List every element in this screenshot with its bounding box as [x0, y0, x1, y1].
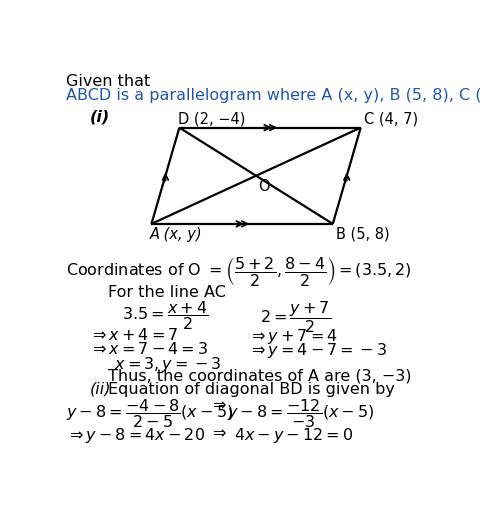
- Text: ABCD is a parallelogram where A (x, y), B (5, 8), C (4, 7) and D (2, -4): ABCD is a parallelogram where A (x, y), …: [66, 88, 480, 104]
- Text: Given that: Given that: [66, 74, 150, 90]
- Text: $4x-y-12=0$: $4x-y-12=0$: [234, 426, 353, 444]
- Text: (i): (i): [89, 110, 110, 125]
- Text: $\Rightarrow$: $\Rightarrow$: [209, 397, 227, 412]
- Text: D (2, −4): D (2, −4): [178, 111, 245, 126]
- Text: (ii): (ii): [89, 382, 111, 397]
- Text: Coordinates of O $=\left(\dfrac{5+2}{2},\dfrac{8-4}{2}\right)=(3.5, 2)$: Coordinates of O $=\left(\dfrac{5+2}{2},…: [66, 255, 412, 288]
- Text: $\Rightarrow y=4-7=-3$: $\Rightarrow y=4-7=-3$: [248, 341, 386, 360]
- Text: $x=3, y=-3$: $x=3, y=-3$: [114, 355, 222, 374]
- Text: Equation of diagonal BD is given by: Equation of diagonal BD is given by: [108, 382, 395, 397]
- Text: $2=\dfrac{y+7}{2}$: $2=\dfrac{y+7}{2}$: [260, 299, 331, 336]
- Text: $\Rightarrow$: $\Rightarrow$: [209, 426, 227, 441]
- Text: For the line AC: For the line AC: [108, 286, 226, 301]
- Text: $\Rightarrow y-8=4x-20$: $\Rightarrow y-8=4x-20$: [66, 426, 205, 444]
- Text: $\Rightarrow x=7-4=3$: $\Rightarrow x=7-4=3$: [89, 341, 209, 357]
- Text: O: O: [258, 179, 270, 194]
- Text: Thus, the coordinates of A are (3, −3): Thus, the coordinates of A are (3, −3): [108, 369, 411, 383]
- Text: A (x, y): A (x, y): [150, 227, 203, 242]
- Text: $3.5=\dfrac{x+4}{2}$: $3.5=\dfrac{x+4}{2}$: [122, 299, 208, 332]
- Text: B (5, 8): B (5, 8): [336, 227, 390, 242]
- Text: $y-8=\dfrac{-4-8}{2-5}(x-5)$: $y-8=\dfrac{-4-8}{2-5}(x-5)$: [66, 397, 233, 430]
- Text: C (4, 7): C (4, 7): [364, 111, 418, 126]
- Text: $\Rightarrow x+4=7$: $\Rightarrow x+4=7$: [89, 327, 179, 343]
- Text: $y-8=\dfrac{-12}{-3}(x-5)$: $y-8=\dfrac{-12}{-3}(x-5)$: [227, 397, 374, 430]
- Text: $\Rightarrow y+7=4$: $\Rightarrow y+7=4$: [248, 327, 337, 346]
